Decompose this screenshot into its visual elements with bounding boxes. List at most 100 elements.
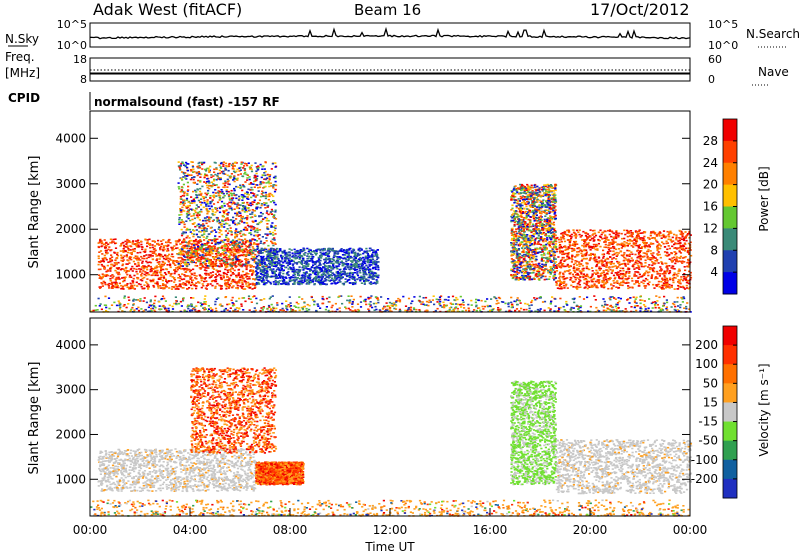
echo-cell: [315, 250, 318, 253]
echo-cell: [224, 219, 227, 222]
echo-cell: [272, 252, 275, 254]
echo-cell: [232, 192, 235, 195]
echo-cell: [187, 245, 190, 248]
echo-cell: [178, 267, 182, 270]
echo-cell: [515, 206, 518, 209]
echo-cell: [513, 237, 516, 240]
echo-cell: [346, 280, 349, 283]
echo-cell: [314, 266, 317, 269]
echo-cell: [140, 274, 143, 276]
echo-cell: [146, 282, 149, 285]
echo-cell: [250, 191, 253, 194]
echo-cell: [278, 250, 281, 253]
echo-cell: [130, 267, 133, 270]
echo-cell: [180, 219, 183, 221]
echo-cell: [253, 201, 256, 203]
echo-cell: [262, 259, 266, 261]
echo-cell: [516, 216, 519, 218]
echo-cell: [148, 238, 151, 241]
echo-cell: [290, 268, 293, 270]
echo-cell: [228, 284, 231, 287]
echo-cell: [187, 254, 190, 257]
echo-cell: [347, 266, 350, 268]
echo-cell: [227, 190, 230, 193]
echo-cell: [195, 287, 198, 290]
echo-cell: [553, 213, 556, 215]
echo-cell: [521, 276, 524, 279]
echo-cell: [158, 244, 161, 246]
echo-cell: [249, 243, 252, 246]
echo-cell: [160, 267, 163, 270]
echo-cell: [222, 161, 225, 163]
echo-cell: [224, 180, 227, 182]
echo-cell: [377, 266, 380, 269]
echo-cell: [242, 201, 245, 204]
echo-cell: [275, 275, 278, 278]
echo-cell: [262, 242, 265, 245]
echo-cell: [205, 269, 208, 272]
echo-cell: [162, 246, 165, 249]
echo-cell: [184, 256, 187, 258]
echo-cell: [305, 271, 308, 273]
echo-cell: [133, 248, 136, 250]
echo-cell: [553, 240, 556, 242]
echo-cell: [342, 249, 345, 251]
echo-cell: [97, 261, 101, 263]
echo-cell: [516, 187, 520, 189]
echo-cell: [196, 224, 199, 227]
echo-cell: [217, 194, 220, 197]
echo-cell: [284, 256, 287, 259]
echo-cell: [176, 253, 179, 255]
echo-cell: [302, 269, 305, 271]
echo-cell: [292, 276, 295, 279]
echo-cell: [232, 201, 235, 203]
echo-cell: [203, 196, 206, 198]
echo-cell: [253, 175, 256, 177]
echo-cell: [313, 269, 316, 272]
echo-cell: [325, 270, 328, 273]
echo-cell: [545, 190, 548, 192]
echo-cell: [162, 261, 165, 263]
echo-cell: [105, 242, 108, 244]
echo-cell: [290, 249, 293, 251]
echo-cell: [207, 246, 210, 248]
echo-cell: [208, 233, 212, 235]
echo-cell: [276, 250, 279, 253]
echo-cell: [129, 287, 132, 290]
echo-cell: [240, 218, 243, 221]
echo-cell: [238, 276, 242, 279]
echo-cell: [347, 251, 350, 254]
echo-cell: [217, 192, 220, 195]
echo-cell: [539, 201, 542, 204]
echo-cell: [206, 250, 209, 253]
echo-cell: [251, 189, 254, 191]
echo-cell: [159, 264, 162, 267]
echo-cell: [248, 253, 251, 256]
echo-cell: [200, 211, 203, 213]
echo-cell: [260, 252, 263, 254]
echo-cell: [269, 261, 272, 264]
echo-cell: [307, 277, 310, 279]
echo-cell: [295, 252, 298, 254]
echo-cell: [249, 182, 253, 184]
echo-cell: [214, 276, 217, 279]
echo-cell: [199, 238, 202, 241]
echo-cell: [256, 167, 259, 170]
echo-cell: [334, 261, 337, 263]
echo-cell: [199, 176, 202, 178]
echo-cell: [320, 253, 323, 255]
echo-cell: [246, 246, 249, 248]
echo-cell: [209, 197, 212, 199]
echo-cell: [122, 250, 125, 252]
echo-cell: [129, 252, 132, 254]
echo-cell: [203, 280, 206, 283]
echo-cell: [549, 227, 552, 229]
echo-cell: [211, 284, 214, 287]
echo-cell: [143, 255, 146, 257]
echo-cell: [534, 224, 537, 227]
echo-cell: [206, 167, 209, 170]
echo-cell: [140, 243, 143, 246]
echo-cell: [195, 233, 198, 236]
echo-cell: [223, 186, 226, 189]
echo-cell: [551, 210, 554, 213]
